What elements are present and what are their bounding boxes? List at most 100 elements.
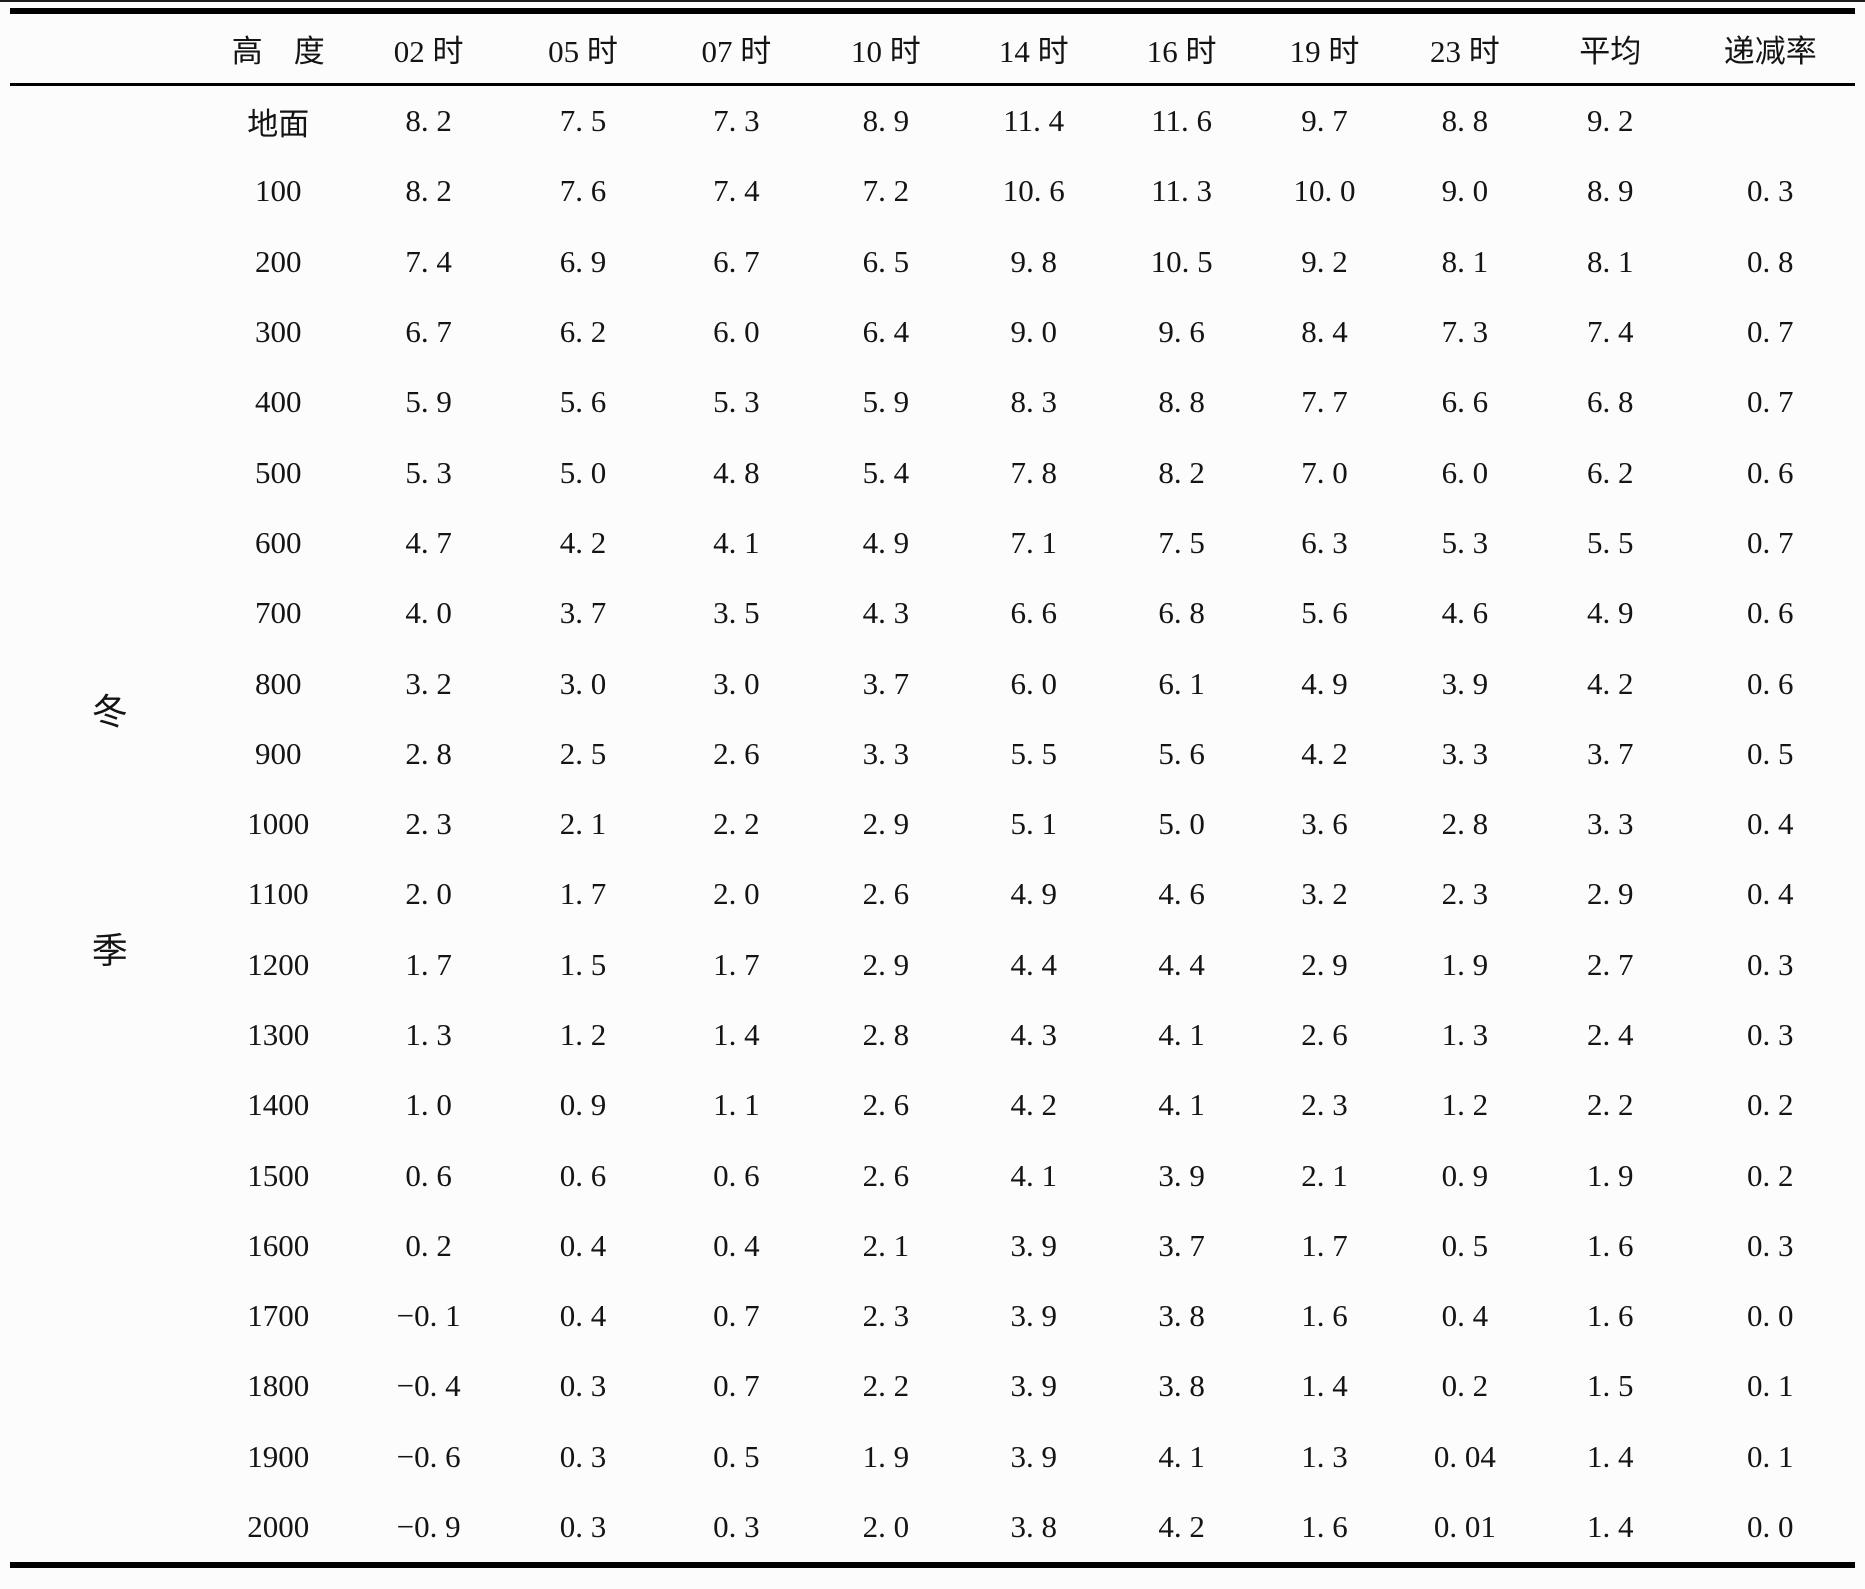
value-cell: 4. 2	[1010, 1087, 1057, 1123]
value-cell: 9. 2	[1301, 243, 1348, 279]
value-cell: 5. 6	[559, 384, 607, 420]
value-cell: 11. 4	[1003, 103, 1065, 139]
value-cell: 7. 4	[405, 243, 452, 279]
value-cell: 0. 4	[713, 1227, 760, 1263]
height-label: 1900	[247, 1438, 310, 1474]
value-cell: 4. 1	[1158, 1438, 1205, 1474]
height-label: 1600	[247, 1227, 310, 1263]
value-cell: 5. 9	[405, 384, 452, 420]
value-cell: 4. 9	[1301, 665, 1348, 701]
value-cell: 4. 7	[405, 524, 452, 560]
value-cell: 2. 9	[862, 806, 910, 842]
height-label: 400	[254, 384, 302, 420]
value-cell: 4. 9	[1587, 595, 1634, 631]
value-cell: 8. 3	[1010, 384, 1057, 420]
value-cell: 3. 9	[1010, 1368, 1057, 1404]
value-cell: 0. 7	[713, 1298, 760, 1334]
value-cell: 3. 3	[1587, 806, 1634, 842]
value-cell: 2. 7	[1587, 946, 1634, 982]
value-cell: 1. 0	[405, 1087, 452, 1123]
value-cell: 2. 8	[862, 1017, 910, 1052]
value-cell: 1. 5	[559, 946, 607, 982]
value-cell: 6. 0	[713, 314, 760, 350]
height-label: 1000	[247, 806, 310, 842]
value-cell: 0. 01	[1433, 1509, 1496, 1545]
value-cell: 10. 6	[1002, 173, 1065, 209]
column-header: 23 时	[1394, 11, 1536, 86]
value-cell: 1. 9	[862, 1438, 910, 1474]
value-cell: 2. 9	[1301, 946, 1348, 982]
value-cell: −0. 6	[396, 1438, 461, 1474]
value-cell: 1. 7	[559, 876, 607, 912]
value-cell: 2. 6	[713, 735, 760, 771]
value-cell: 11. 3	[1151, 173, 1213, 209]
column-header: 16 时	[1108, 11, 1255, 86]
value-cell: 4. 2	[1301, 735, 1348, 771]
value-cell: 6. 3	[1301, 524, 1348, 560]
value-cell: 0. 0	[1746, 1509, 1794, 1545]
value-cell: 3. 8	[1010, 1509, 1057, 1545]
value-cell: 0. 4	[559, 1227, 607, 1263]
value-cell: 5. 0	[559, 454, 607, 490]
value-cell: 10. 5	[1150, 243, 1213, 279]
column-header: 高 度	[205, 11, 351, 86]
value-cell: 0. 3	[713, 1509, 760, 1545]
value-cell: 7. 3	[713, 103, 760, 139]
value-cell: 1. 4	[713, 1017, 760, 1052]
value-cell: 7. 5	[1158, 524, 1205, 560]
value-cell: 6. 6	[1441, 384, 1489, 420]
value-cell: 0. 2	[1746, 1087, 1794, 1123]
value-cell: 8. 1	[1441, 243, 1489, 279]
height-label: 700	[254, 595, 302, 631]
value-cell: 6. 6	[1010, 595, 1057, 631]
column-header: 19 时	[1254, 11, 1395, 86]
top-thin-rule	[0, 0, 1865, 2]
value-cell: 3. 7	[862, 665, 910, 701]
value-cell: 1. 3	[1301, 1438, 1348, 1474]
value-cell: 0. 7	[713, 1368, 760, 1404]
value-cell: 0. 3	[1746, 173, 1794, 209]
value-cell: 0. 7	[1746, 524, 1794, 560]
value-cell: 2. 2	[862, 1368, 910, 1404]
height-label: 1300	[247, 1017, 310, 1052]
value-cell: 8. 1	[1587, 243, 1634, 279]
value-cell: 2. 1	[1301, 1157, 1348, 1193]
table-row: 100 8. 2 7. 6 7. 4 7. 2 10. 6 11. 3 10. 0 9. 0 8.…	[10, 156, 1855, 226]
value-cell: 3. 9	[1010, 1227, 1057, 1263]
value-cell: 4. 3	[862, 595, 910, 631]
value-cell: 2. 5	[559, 735, 607, 771]
value-cell: 2. 2	[1587, 1087, 1634, 1123]
value-cell: 4. 4	[1010, 946, 1057, 982]
season-label-char: 季	[91, 931, 128, 972]
value-cell: 5. 5	[1587, 524, 1634, 560]
value-cell: 0. 1	[1746, 1368, 1794, 1404]
column-header: 05 时	[506, 11, 660, 86]
value-cell: 3. 9	[1158, 1157, 1205, 1193]
value-cell: 3. 9	[1010, 1438, 1057, 1474]
value-cell: 3. 0	[713, 665, 760, 701]
value-cell: 8. 9	[862, 103, 910, 139]
value-cell: 5. 0	[1158, 806, 1205, 842]
value-cell: 2. 3	[1441, 876, 1489, 912]
value-cell: 0. 2	[1441, 1368, 1489, 1404]
value-cell: 4. 1	[1010, 1157, 1057, 1193]
value-cell: 0. 6	[1746, 665, 1794, 701]
value-cell: 6. 8	[1587, 384, 1634, 420]
value-cell: 4. 2	[1158, 1509, 1205, 1545]
value-cell: 0. 3	[559, 1368, 607, 1404]
height-label: 1500	[247, 1157, 310, 1193]
height-label: 1700	[247, 1298, 310, 1334]
value-cell: 2. 9	[1587, 876, 1634, 912]
table-row: 200 7. 4 6. 9 6. 7 6. 5 9. 8 10. 5 9. 2 8. 1 8. 1…	[10, 227, 1855, 297]
value-cell: 4. 2	[1587, 665, 1634, 701]
value-cell: 5. 3	[713, 384, 760, 420]
value-cell: 4. 9	[862, 524, 910, 560]
value-cell: 5. 4	[862, 454, 910, 490]
value-cell: 3. 2	[405, 665, 452, 701]
value-cell: 4. 4	[1158, 946, 1205, 982]
table-row: 1800 −0. 4 0. 3 0. 7 2. 2 3. 9 3. 8 1. 4 0. 2 1. …	[10, 1351, 1855, 1421]
value-cell: 0. 3	[559, 1509, 607, 1545]
value-cell: 5. 3	[1441, 524, 1489, 560]
column-header: 14 时	[958, 11, 1109, 86]
value-cell: 6. 0	[1441, 454, 1489, 490]
